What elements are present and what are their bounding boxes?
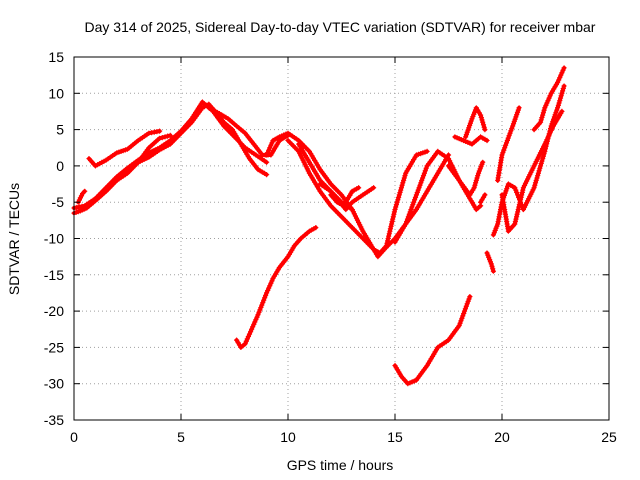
plus-markers	[392, 294, 473, 387]
plus-markers	[234, 225, 319, 350]
data-series-trace	[234, 225, 319, 350]
data-series-trace	[392, 294, 473, 387]
data-series-trace	[264, 130, 452, 260]
data-series-trace	[92, 132, 173, 202]
grid	[74, 57, 609, 420]
data-series-trace	[86, 128, 163, 169]
y-tick-label: 10	[48, 85, 64, 101]
chart-title: Day 314 of 2025, Sidereal Day-to-day VTE…	[85, 19, 596, 35]
plus-markers	[452, 134, 490, 147]
data-series-trace	[206, 105, 291, 158]
y-tick-label: -30	[44, 376, 64, 392]
data-series-trace	[478, 192, 488, 205]
plus-markers	[71, 101, 270, 216]
plus-markers	[285, 137, 430, 256]
x-tick-label: 15	[387, 429, 403, 445]
data-series-trace	[499, 108, 565, 234]
x-tick-label: 5	[177, 429, 185, 445]
data-series-trace	[445, 159, 486, 198]
series-band	[393, 294, 472, 386]
y-axis-title: SDTVAR / TECUs	[6, 183, 22, 295]
y-tick-label: 0	[56, 158, 64, 174]
y-tick-label: -10	[44, 231, 64, 247]
plus-markers	[86, 128, 163, 169]
x-tick-label: 20	[494, 429, 510, 445]
y-tick-label: -35	[44, 412, 64, 428]
plus-markers	[92, 132, 173, 202]
data-series-trace	[71, 101, 270, 216]
plus-markers	[478, 192, 488, 205]
y-tick-label: -20	[44, 303, 64, 319]
axis-ticks: 0 5 10 15 20 25 15 10 5 0 -5 -10 -15 -20 -25 -30 -35	[44, 49, 617, 445]
data-series-trace	[452, 134, 490, 147]
plus-markers	[484, 250, 496, 274]
plus-markers	[206, 105, 291, 158]
y-tick-label: -5	[52, 194, 65, 210]
series-band	[234, 225, 318, 350]
plus-markers	[499, 108, 565, 234]
x-tick-label: 10	[280, 429, 296, 445]
y-tick-label: -25	[44, 339, 64, 355]
y-tick-label: 5	[56, 122, 64, 138]
data-series	[71, 65, 567, 387]
x-tick-label: 0	[70, 429, 78, 445]
data-series-trace	[495, 105, 522, 183]
data-series-trace	[531, 65, 567, 133]
plus-markers	[495, 105, 522, 183]
data-series-trace	[328, 185, 362, 209]
data-series-trace	[285, 137, 430, 256]
plus-markers	[531, 65, 567, 133]
data-series-trace	[463, 105, 488, 140]
y-tick-label: -15	[44, 267, 64, 283]
plus-markers	[463, 105, 488, 140]
series-band	[478, 192, 487, 205]
plus-markers	[328, 185, 362, 209]
y-tick-label: 15	[48, 49, 64, 65]
data-series-trace	[484, 250, 496, 274]
x-tick-label: 25	[601, 429, 617, 445]
x-axis-title: GPS time / hours	[287, 457, 394, 473]
plus-markers	[445, 159, 486, 198]
